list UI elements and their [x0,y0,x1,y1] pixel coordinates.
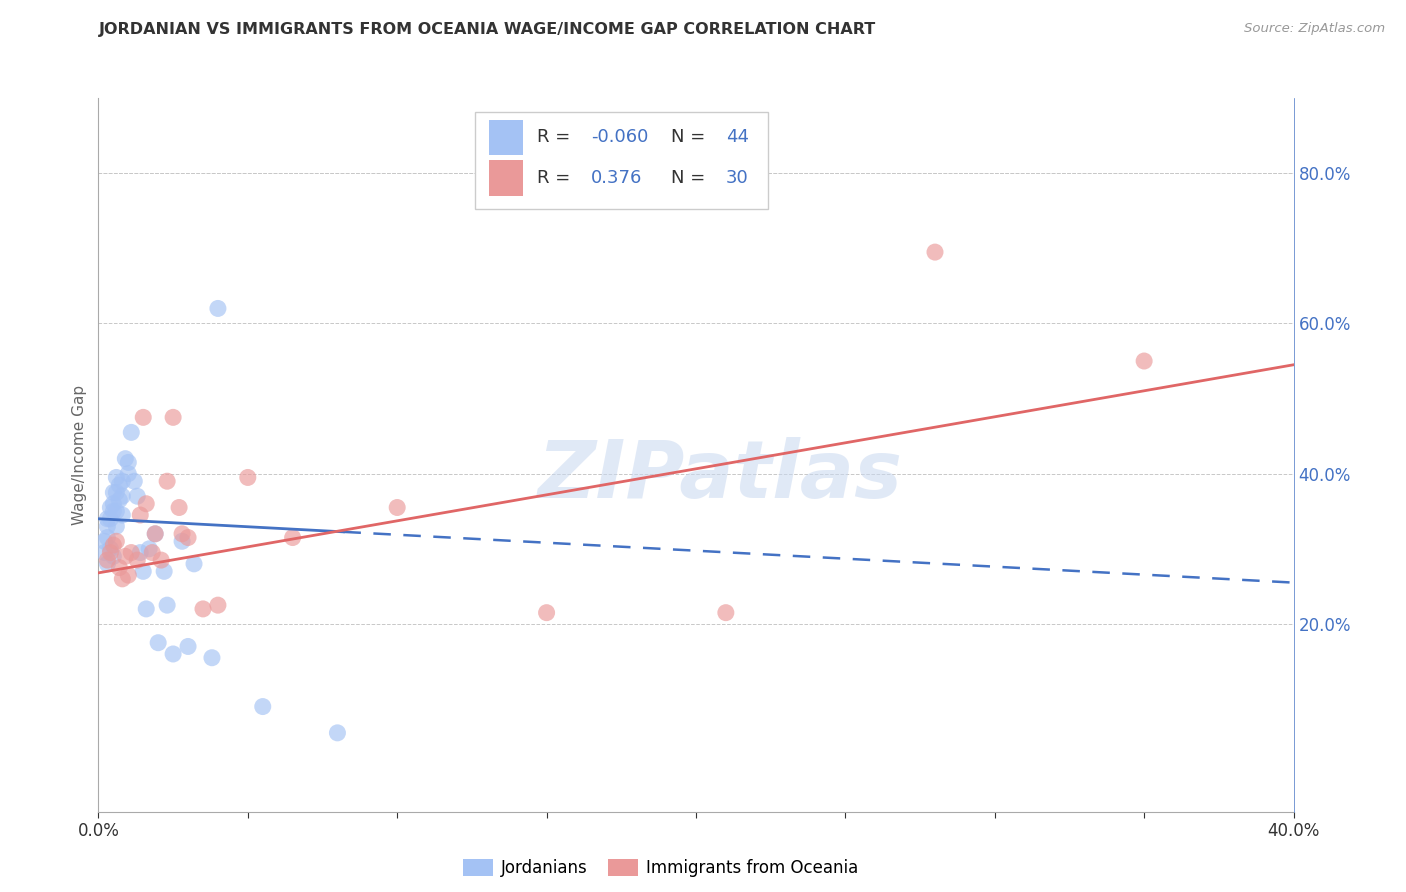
Point [129,545,152,559]
Text: R =: R = [537,128,576,146]
Point [207,301,229,316]
Point [385,500,409,515]
Point [156,598,179,612]
Point [132,565,155,579]
Point [172,526,194,541]
Point [236,470,259,484]
Point [201,650,224,665]
Point [100,541,122,556]
Point [162,647,184,661]
Point [129,508,152,522]
Point [172,534,194,549]
Point [100,512,122,526]
Point [536,606,558,620]
Point [150,553,173,567]
Point [924,245,946,260]
Point [162,410,184,425]
Text: Source: ZipAtlas.com: Source: ZipAtlas.com [1244,22,1385,36]
Text: -0.060: -0.060 [591,128,648,146]
Point [281,531,304,545]
Point [135,497,157,511]
Point [114,451,136,466]
Point [135,602,157,616]
Point [111,489,134,503]
Text: 44: 44 [725,128,749,146]
Point [103,538,125,552]
Point [177,640,200,654]
Point [252,699,274,714]
Point [141,545,163,559]
Point [103,504,125,518]
Point [1133,354,1156,368]
Point [108,560,131,574]
Point [153,565,176,579]
Point [108,493,131,508]
Point [207,598,229,612]
Point [120,425,142,440]
Text: N =: N = [671,169,711,187]
Text: ZIPatlas: ZIPatlas [537,437,903,516]
Point [100,500,122,515]
Point [114,549,136,564]
Point [117,568,139,582]
Text: 0.376: 0.376 [591,169,643,187]
Point [326,726,349,740]
FancyBboxPatch shape [489,120,523,155]
Point [714,606,737,620]
Point [117,467,139,481]
Point [120,545,142,559]
Point [132,410,155,425]
Point [105,534,128,549]
Point [111,508,134,522]
Point [105,485,128,500]
Point [93,534,115,549]
Point [105,470,128,484]
Point [127,489,149,503]
Point [127,553,149,567]
Text: R =: R = [537,169,576,187]
Legend: Jordanians, Immigrants from Oceania: Jordanians, Immigrants from Oceania [457,852,865,884]
FancyBboxPatch shape [475,112,768,209]
Point [117,455,139,469]
Text: N =: N = [671,128,711,146]
Point [96,553,118,567]
Point [100,545,122,559]
Point [124,474,146,488]
Point [177,531,200,545]
Point [96,512,118,526]
Point [96,519,118,533]
Point [143,526,166,541]
Point [183,557,205,571]
Point [138,541,160,556]
Point [103,497,125,511]
Point [105,504,128,518]
FancyBboxPatch shape [489,161,523,196]
Point [143,526,166,541]
Point [111,474,134,488]
Point [96,531,118,545]
Point [191,602,214,616]
Y-axis label: Wage/Income Gap: Wage/Income Gap [72,384,87,525]
Point [105,519,128,533]
Point [96,557,118,571]
Point [148,636,170,650]
Point [108,478,131,492]
Text: JORDANIAN VS IMMIGRANTS FROM OCEANIA WAGE/INCOME GAP CORRELATION CHART: JORDANIAN VS IMMIGRANTS FROM OCEANIA WAG… [98,22,876,37]
Point [111,572,134,586]
Point [103,485,125,500]
Point [103,549,125,564]
Point [93,545,115,559]
Point [167,500,190,515]
Text: 30: 30 [725,169,748,187]
Point [156,474,179,488]
